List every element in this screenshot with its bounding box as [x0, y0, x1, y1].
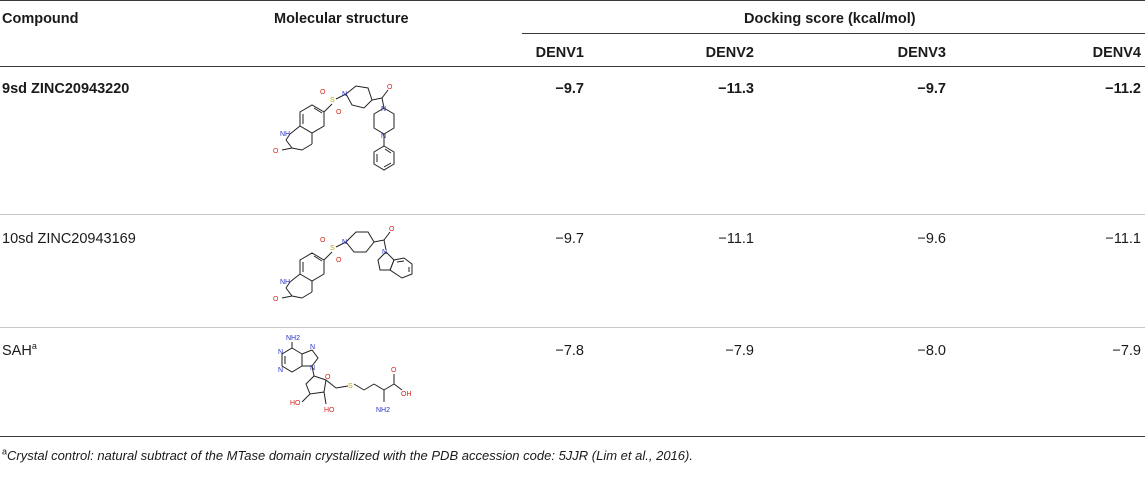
svg-text:S: S	[330, 97, 335, 104]
molecule-sah-icon: NH2 N N N N O HO HO S NH2 O OH	[278, 335, 412, 414]
header-bottom-rule	[0, 66, 1145, 67]
svg-text:N: N	[381, 106, 386, 113]
svg-text:NH2: NH2	[376, 407, 390, 414]
svg-text:NH: NH	[280, 131, 290, 138]
row3-denv3: −8.0	[917, 343, 946, 359]
svg-text:N: N	[310, 344, 315, 351]
table-bottom-rule	[0, 436, 1145, 437]
svg-text:N: N	[278, 349, 283, 356]
svg-text:N: N	[342, 91, 347, 98]
row3-compound-name: SAH	[2, 343, 32, 359]
row1-compound: 9sd ZINC20943220	[2, 81, 130, 97]
molecule-9sd-icon: NH O S O O N O N N	[273, 84, 395, 171]
svg-text:N: N	[278, 367, 283, 374]
footnote-text: Crystal control: natural subtract of the…	[7, 448, 693, 463]
table-footnote: aCrystal control: natural subtract of th…	[2, 446, 693, 463]
svg-text:O: O	[387, 84, 393, 91]
row3-compound: SAHa	[2, 342, 37, 360]
svg-text:O: O	[273, 148, 279, 155]
row2-denv1: −9.7	[555, 231, 584, 247]
header-denv1: DENV1	[535, 45, 584, 61]
row1-denv2: −11.3	[718, 81, 754, 97]
row3-denv2: −7.9	[725, 343, 754, 359]
footnote-marker: a	[2, 446, 8, 457]
svg-text:O: O	[325, 374, 331, 381]
header-structure: Molecular structure	[274, 11, 409, 27]
svg-text:NH: NH	[280, 279, 290, 286]
svg-text:S: S	[330, 245, 335, 252]
svg-text:S: S	[348, 383, 353, 390]
svg-text:O: O	[273, 296, 279, 303]
svg-text:HO: HO	[290, 400, 301, 407]
svg-text:O: O	[391, 367, 397, 374]
svg-text:O: O	[320, 89, 326, 96]
row2-compound: 10sd ZINC20943169	[2, 231, 136, 247]
header-denv4: DENV4	[1092, 45, 1141, 61]
svg-text:N: N	[382, 249, 387, 256]
row3-denv4: −7.9	[1112, 343, 1141, 359]
molecule-10sd-icon: NH O S O O N O N	[273, 226, 413, 303]
svg-text:O: O	[389, 226, 395, 233]
svg-text:N: N	[342, 239, 347, 246]
header-denv2: DENV2	[705, 45, 754, 61]
svg-text:O: O	[336, 109, 342, 116]
header-compound: Compound	[2, 11, 79, 27]
svg-text:O: O	[336, 257, 342, 264]
svg-text:HO: HO	[324, 407, 335, 414]
row-divider-1	[0, 214, 1145, 215]
row1-denv3: −9.7	[917, 81, 946, 97]
row2-denv3: −9.6	[917, 231, 946, 247]
row-divider-2	[0, 327, 1145, 328]
row2-denv4: −11.1	[1105, 231, 1141, 247]
svg-text:OH: OH	[401, 391, 412, 398]
header-docking-score: Docking score (kcal/mol)	[744, 11, 916, 27]
svg-text:NH2: NH2	[286, 335, 300, 342]
top-rule	[0, 0, 1145, 1]
row3-denv1: −7.8	[555, 343, 584, 359]
svg-text:O: O	[320, 237, 326, 244]
header-denv3: DENV3	[897, 45, 946, 61]
docking-group-rule	[522, 33, 1145, 34]
row1-denv4: −11.2	[1105, 81, 1141, 97]
row3-compound-footnote-marker: a	[31, 341, 37, 352]
row2-denv2: −11.1	[718, 231, 754, 247]
row1-denv1: −9.7	[555, 81, 584, 97]
